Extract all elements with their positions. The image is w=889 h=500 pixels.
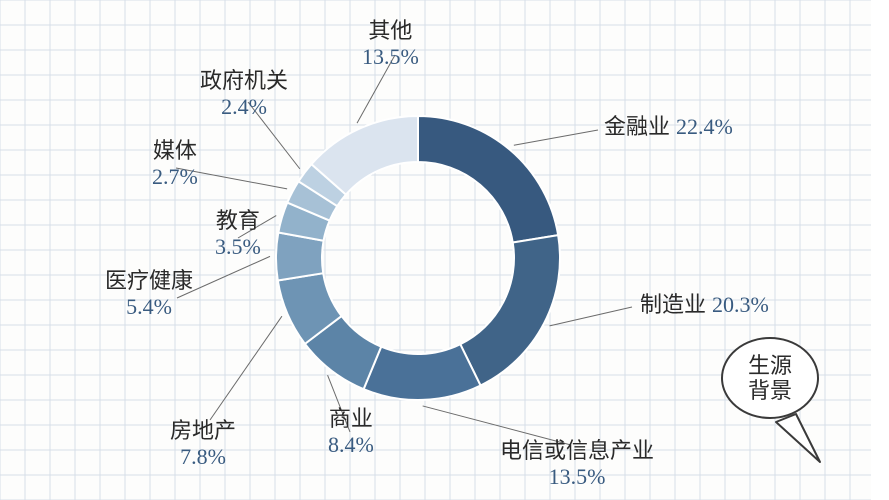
slice-label-pct: 8.4% <box>328 432 374 458</box>
callout-line2: 背景 <box>748 378 792 403</box>
slice-label-pct: 22.4% <box>676 114 733 139</box>
slice-label-name: 政府机关 <box>200 68 288 94</box>
slice-label-name: 医疗健康 <box>105 268 193 294</box>
slice-label-pct: 3.5% <box>215 234 261 260</box>
slice-label-pct: 2.4% <box>200 94 288 120</box>
slice-label: 制造业20.3% <box>640 292 769 318</box>
slice-label: 医疗健康5.4% <box>105 268 193 321</box>
slice-label: 电信或信息产业13.5% <box>500 438 654 491</box>
callout-text: 生源背景 <box>722 338 818 418</box>
slice-label: 其他13.5% <box>362 18 419 71</box>
slice-label: 房地产7.8% <box>170 418 236 471</box>
slice-label-name: 媒体 <box>152 138 198 164</box>
right-margin <box>871 0 889 500</box>
slice-label: 媒体2.7% <box>152 138 198 191</box>
slice-label-pct: 13.5% <box>500 464 654 490</box>
slice-label-name: 房地产 <box>170 418 236 444</box>
slice-label-name: 金融业 <box>604 114 670 139</box>
slice-label-name: 其他 <box>362 18 419 44</box>
slice-label: 教育3.5% <box>215 208 261 261</box>
slice-label: 金融业22.4% <box>604 114 733 140</box>
slice-label-pct: 20.3% <box>712 292 769 317</box>
slice-label-name: 制造业 <box>640 292 706 317</box>
slice-label: 政府机关2.4% <box>200 68 288 121</box>
chart-stage: 金融业22.4%制造业20.3%电信或信息产业13.5%商业8.4%房地产7.8… <box>0 0 889 500</box>
grid <box>0 0 889 500</box>
slice-label-pct: 13.5% <box>362 44 419 70</box>
slice-label-pct: 7.8% <box>170 444 236 470</box>
callout-line1: 生源 <box>748 353 792 378</box>
slice-label: 商业8.4% <box>328 406 374 459</box>
chart-svg <box>0 0 889 500</box>
slice-label-name: 商业 <box>328 406 374 432</box>
slice-label-pct: 2.7% <box>152 164 198 190</box>
slice-label-pct: 5.4% <box>105 294 193 320</box>
slice-label-name: 教育 <box>215 208 261 234</box>
slice-label-name: 电信或信息产业 <box>500 438 654 464</box>
